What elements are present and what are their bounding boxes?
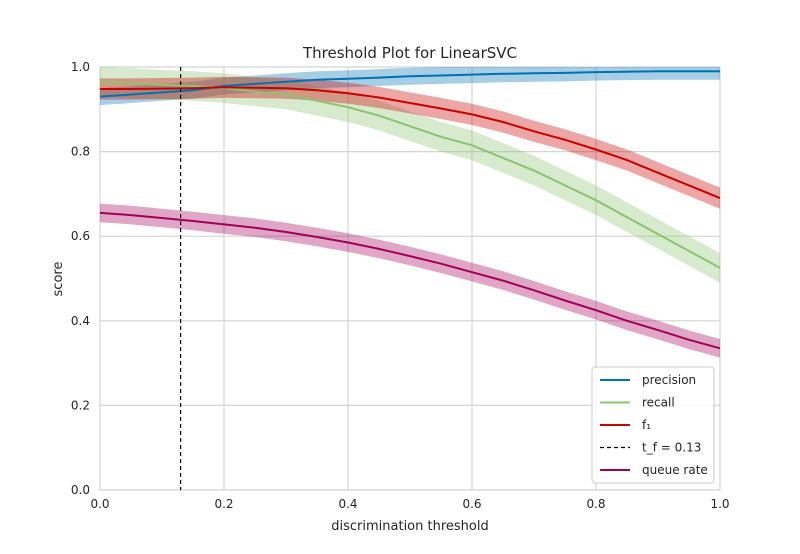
legend-label: f₁ bbox=[642, 418, 651, 432]
y-tick-label: 0.0 bbox=[71, 483, 90, 497]
recall-line bbox=[99, 80, 721, 269]
legend-label: t_f = 0.13 bbox=[642, 441, 701, 455]
f₁-line bbox=[100, 86, 721, 200]
y-axis-label: score bbox=[51, 262, 66, 297]
legend-label: queue rate bbox=[642, 463, 708, 477]
queue-rate-line bbox=[99, 211, 721, 350]
tick-labels: 0.0 0.2 0.4 0.6 0.8 1.0 0.0 0.2 0.4 0.6 0.8 1.0 bbox=[71, 60, 730, 511]
legend-label: recall bbox=[642, 396, 675, 410]
legend-box bbox=[591, 366, 715, 484]
x-tick-label: 0.8 bbox=[586, 497, 605, 511]
chart-title: Threshold Plot for LinearSVC bbox=[302, 44, 517, 62]
x-tick-label: 1.0 bbox=[710, 497, 729, 511]
series-lines bbox=[99, 70, 721, 350]
y-tick-label: 1.0 bbox=[71, 60, 90, 74]
x-tick-label: 0.2 bbox=[214, 497, 233, 511]
x-axis-label: discrimination threshold bbox=[331, 519, 488, 534]
x-tick-label: 0.6 bbox=[462, 497, 481, 511]
precision-band bbox=[100, 67, 720, 106]
y-tick-label: 0.4 bbox=[71, 314, 90, 328]
legend-label: precision bbox=[642, 373, 696, 387]
x-tick-label: 0.4 bbox=[338, 497, 357, 511]
y-tick-label: 0.8 bbox=[71, 145, 90, 159]
legend: precision recall f₁ t_f = 0.13 queue rate bbox=[591, 366, 715, 484]
x-tick-label: 0.0 bbox=[90, 497, 109, 511]
y-tick-label: 0.2 bbox=[71, 398, 90, 412]
y-tick-label: 0.6 bbox=[71, 229, 90, 243]
grid bbox=[99, 66, 721, 491]
